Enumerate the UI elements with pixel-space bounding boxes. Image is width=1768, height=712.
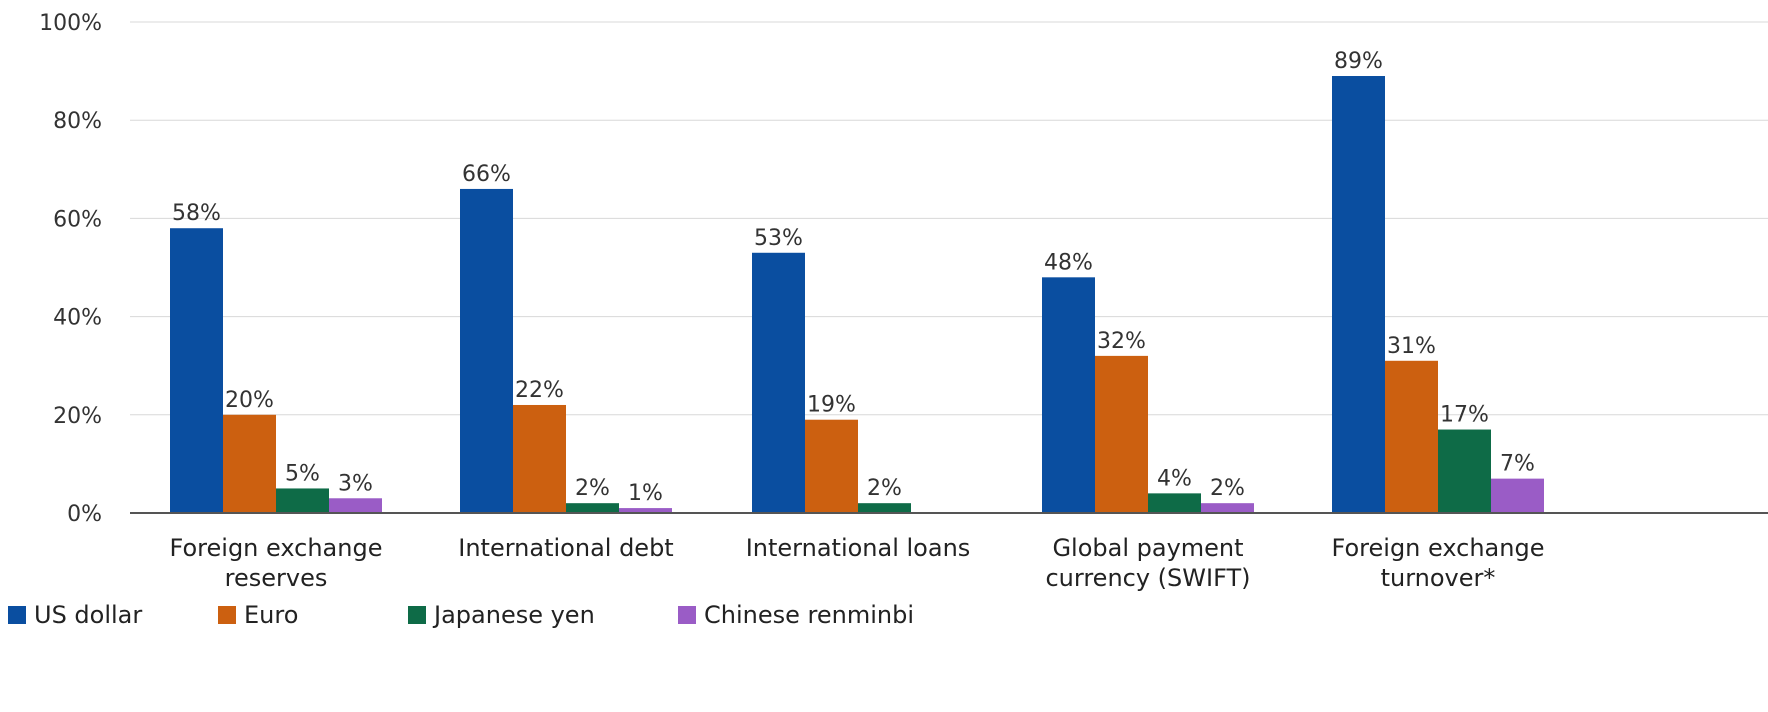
bar-chinese-renminbi	[329, 498, 382, 513]
bar-japanese-yen	[566, 503, 619, 513]
bar-euro	[805, 419, 858, 513]
bar-us-dollar	[1042, 277, 1095, 513]
data-label: 31%	[1387, 334, 1436, 359]
category-label: International debt	[458, 534, 673, 562]
data-label: 2%	[1210, 476, 1245, 501]
bar-euro	[223, 414, 276, 513]
category-label: Global payment currency (SWIFT)	[1045, 534, 1250, 592]
legend: US dollar Euro Japanese yen Chinese renminb…	[8, 601, 914, 629]
data-label: 89%	[1334, 49, 1383, 74]
legend-item-chinese-renminbi: Chinese renminbi	[678, 601, 914, 629]
legend-swatch	[218, 606, 236, 624]
legend-swatch	[8, 606, 26, 624]
data-label: 3%	[338, 471, 373, 496]
y-tick-label: 80%	[53, 109, 102, 134]
legend-label: Chinese renminbi	[704, 601, 914, 629]
data-label: 2%	[867, 476, 902, 501]
bar-us-dollar	[1332, 76, 1385, 513]
data-label: 19%	[807, 393, 856, 418]
category-label: Foreign exchange reserves	[170, 534, 383, 592]
y-tick-label: 40%	[53, 306, 102, 331]
data-label: 66%	[462, 162, 511, 187]
bar-japanese-yen	[858, 503, 911, 513]
bar-chinese-renminbi	[1201, 503, 1254, 513]
legend-label: US dollar	[34, 601, 142, 629]
legend-item-japanese-yen: Japanese yen	[408, 601, 595, 629]
data-label: 20%	[225, 388, 274, 413]
bars-layer	[170, 76, 1544, 513]
axis-layer: 0% 20% 40% 60% 80% 100% Foreign exchange reserv…	[39, 11, 1768, 592]
legend-label: Japanese yen	[432, 601, 595, 629]
y-tick-label: 100%	[39, 11, 102, 36]
bar-us-dollar	[460, 188, 513, 513]
data-label: 53%	[754, 226, 803, 251]
bar-chinese-renminbi	[1491, 478, 1544, 513]
legend-label: Euro	[244, 601, 298, 629]
legend-swatch	[408, 606, 426, 624]
bar-euro	[513, 404, 566, 513]
data-label: 58%	[172, 201, 221, 226]
bar-japanese-yen	[276, 488, 329, 513]
data-label: 17%	[1440, 403, 1489, 428]
category-label: Foreign exchange turnover*	[1332, 534, 1545, 592]
grid-layer	[130, 21, 1768, 416]
data-label: 48%	[1044, 250, 1093, 275]
legend-item-us-dollar: US dollar	[8, 601, 142, 629]
category-label: International loans	[746, 534, 971, 562]
y-tick-label: 60%	[53, 207, 102, 232]
legend-swatch	[678, 606, 696, 624]
data-label: 22%	[515, 378, 564, 403]
bar-us-dollar	[752, 252, 805, 513]
labels-layer: 58% 66% 53% 48% 89% 20% 22% 19% 32% 31% 5% 2% 2% 4% 17…	[172, 49, 1535, 506]
bar-chinese-renminbi	[619, 508, 672, 513]
bar-us-dollar	[170, 228, 223, 513]
data-label: 1%	[628, 481, 663, 506]
data-label: 32%	[1097, 329, 1146, 354]
data-label: 4%	[1157, 466, 1192, 491]
bar-euro	[1385, 360, 1438, 513]
bar-euro	[1095, 355, 1148, 513]
data-label: 7%	[1500, 452, 1535, 477]
bar-japanese-yen	[1148, 493, 1201, 513]
data-label: 5%	[285, 461, 320, 486]
y-tick-label: 20%	[53, 404, 102, 429]
y-tick-label: 0%	[67, 502, 102, 527]
legend-item-euro: Euro	[218, 601, 298, 629]
data-label: 2%	[575, 476, 610, 501]
bar-japanese-yen	[1438, 429, 1491, 513]
